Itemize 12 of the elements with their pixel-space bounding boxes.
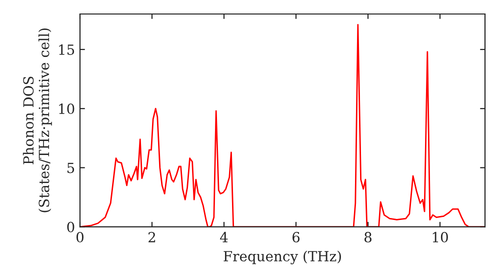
x-tick-label: 10 [432,232,448,242]
y-tick-label: 5 [67,162,74,174]
y-tick-label: 0 [67,222,74,232]
x-tick-label: 4 [220,232,228,242]
x-tick-label: 0 [76,232,84,242]
y-tick-label: 15 [59,44,74,55]
x-tick-label: 8 [364,232,372,242]
x-tick-label: 6 [292,232,300,242]
x-tick-label: 2 [148,232,156,242]
x-axis-title: Frequency (THz) [224,250,341,264]
y-tick-label: 10 [59,104,74,114]
y-axis-title: Phonon DOS (States/THz·primitive cell) [22,28,52,212]
